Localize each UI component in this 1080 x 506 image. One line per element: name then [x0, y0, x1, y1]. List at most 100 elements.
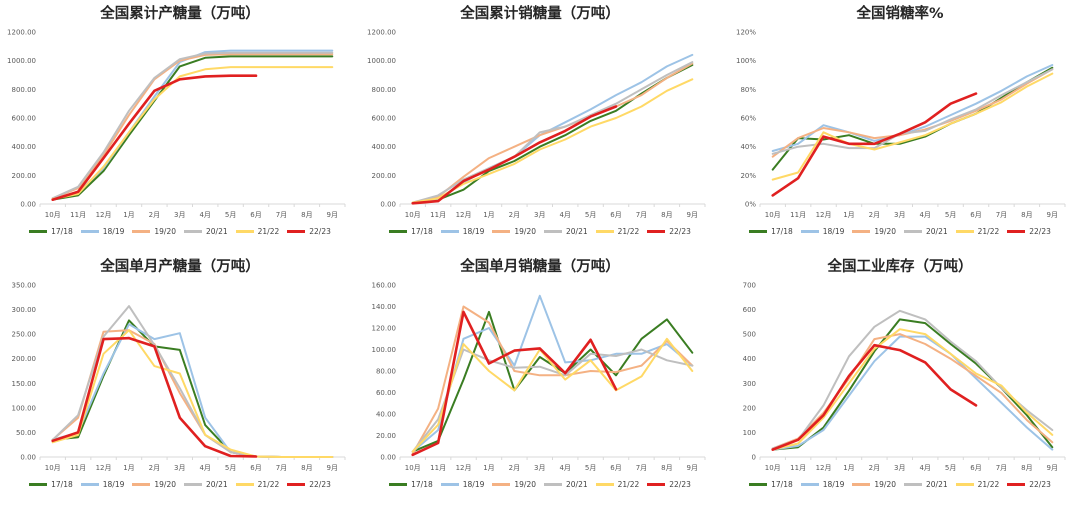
chart-legend: 17/18 18/19 19/20 20/21 21/22 22/23 [720, 477, 1080, 491]
legend-swatch [389, 482, 408, 486]
x-tick-label: 5月 [945, 464, 956, 472]
legend-label: 22/23 [669, 226, 691, 236]
x-tick-label: 7月 [996, 464, 1007, 472]
legend-label: 19/20 [874, 226, 896, 236]
x-tick-label: 10月 [405, 464, 421, 472]
series-line-20-21 [411, 348, 694, 453]
legend-item: 18/19 [800, 477, 844, 491]
x-tick-label: 8月 [1021, 211, 1032, 219]
legend-label: 22/23 [669, 479, 691, 489]
legend-swatch [132, 482, 151, 486]
x-tick-label: 2月 [869, 211, 880, 219]
chart-panel: 0.00 200.00 400.00 600.00 800.00 1000.00 1200.… [360, 0, 720, 253]
legend-item: 21/22 [595, 224, 640, 238]
series-line-17-18 [771, 66, 1054, 171]
legend-label: 22/23 [309, 479, 331, 489]
legend-label: 21/22 [977, 226, 1000, 236]
legend-label: 21/22 [617, 226, 640, 236]
y-tick-label: 300 [743, 380, 756, 388]
legend-swatch [904, 229, 922, 233]
legend-label: 18/19 [822, 226, 845, 236]
series-line-20-21 [411, 61, 694, 204]
y-tick-label: 50.00 [16, 429, 36, 437]
legend-item: 22/23 [287, 477, 331, 491]
x-tick-label: 9月 [327, 464, 338, 472]
legend-label: 19/20 [514, 226, 536, 236]
chart-title: 全国销糖率% [856, 6, 944, 22]
legend-swatch [440, 482, 459, 486]
x-tick-label: 8月 [661, 464, 672, 472]
series-line-21-22 [771, 72, 1054, 181]
legend-label: 19/20 [514, 479, 536, 489]
legend-label: 20/21 [206, 226, 228, 236]
x-tick-label: 8月 [301, 464, 312, 472]
legend-swatch [904, 482, 922, 486]
legend-swatch [852, 482, 871, 486]
series-line-21-22 [51, 66, 334, 200]
series-line-22-23 [771, 343, 978, 451]
legend-item: 21/22 [235, 477, 279, 491]
legend-item: 18/19 [800, 224, 845, 238]
x-tick-label: 7月 [276, 464, 287, 472]
legend-item: 20/21 [184, 477, 228, 491]
series-line-17-18 [411, 64, 694, 205]
x-tick-label: 2月 [149, 211, 160, 219]
y-tick-label: 0.00 [20, 201, 36, 209]
x-tick-label: 12月 [456, 464, 472, 472]
x-tick-label: 9月 [327, 211, 338, 219]
y-tick-label: 500 [743, 331, 756, 339]
y-tick-label: 200.00 [372, 172, 397, 180]
legend-swatch [235, 482, 254, 486]
x-tick-label: 10月 [45, 211, 61, 219]
y-tick-label: 160.00 [372, 282, 397, 290]
legend-item: 19/20 [132, 477, 176, 491]
legend-swatch [492, 229, 511, 233]
series-line-17-18 [51, 55, 334, 201]
legend-item: 19/20 [492, 224, 536, 238]
x-tick-label: 5月 [585, 464, 596, 472]
x-tick-label: 5月 [585, 211, 596, 219]
legend-label: 22/23 [1029, 479, 1051, 489]
legend-swatch [1007, 229, 1026, 233]
chart-legend: 17/18 18/19 19/20 20/21 21/22 22/23 [0, 224, 360, 238]
legend-item: 20/21 [904, 477, 948, 491]
x-tick-label: 1月 [123, 211, 134, 219]
x-tick-label: 3月 [894, 211, 905, 219]
series-line-18-19 [51, 323, 334, 458]
legend-swatch [647, 482, 666, 486]
legend-swatch [287, 482, 306, 486]
x-tick-label: 10月 [405, 211, 421, 219]
y-tick-label: 400.00 [12, 143, 37, 151]
y-tick-label: 200 [743, 404, 756, 412]
legend-item: 18/19 [80, 477, 125, 491]
legend-label: 19/20 [154, 479, 176, 489]
y-tick-label: 60% [740, 115, 756, 123]
x-tick-label: 9月 [1047, 464, 1058, 472]
y-tick-label: 1000.00 [367, 57, 396, 65]
chart-title: 全国累计销糖量（万吨） [460, 6, 620, 22]
legend-item: 22/23 [1007, 477, 1051, 491]
legend-label: 20/21 [926, 226, 948, 236]
legend-item: 22/23 [647, 224, 691, 238]
x-tick-label: 4月 [559, 464, 570, 472]
legend-item: 20/21 [184, 224, 228, 238]
y-tick-label: 400 [743, 355, 756, 363]
legend-label: 18/19 [102, 479, 125, 489]
legend-swatch [647, 229, 666, 233]
chart-panel: 0 100 200 300 400 500 600 700 10月 11月 12月 1月 2月 3月 4月 5… [720, 253, 1080, 506]
y-tick-label: 100 [743, 429, 756, 437]
x-tick-label: 2月 [509, 211, 520, 219]
x-tick-label: 12月 [816, 464, 832, 472]
series-line-19-20 [51, 53, 334, 200]
y-tick-label: 1200.00 [367, 29, 396, 37]
x-tick-label: 9月 [687, 211, 698, 219]
legend-item: 17/18 [29, 477, 73, 491]
legend-label: 18/19 [462, 226, 485, 236]
series-line-22-23 [51, 74, 258, 201]
legend-swatch [29, 482, 48, 486]
legend-swatch [800, 482, 819, 486]
y-tick-label: 140.00 [372, 303, 397, 311]
legend-item: 17/18 [389, 477, 433, 491]
series-line-22-23 [771, 92, 978, 197]
y-tick-label: 40.00 [376, 411, 396, 419]
